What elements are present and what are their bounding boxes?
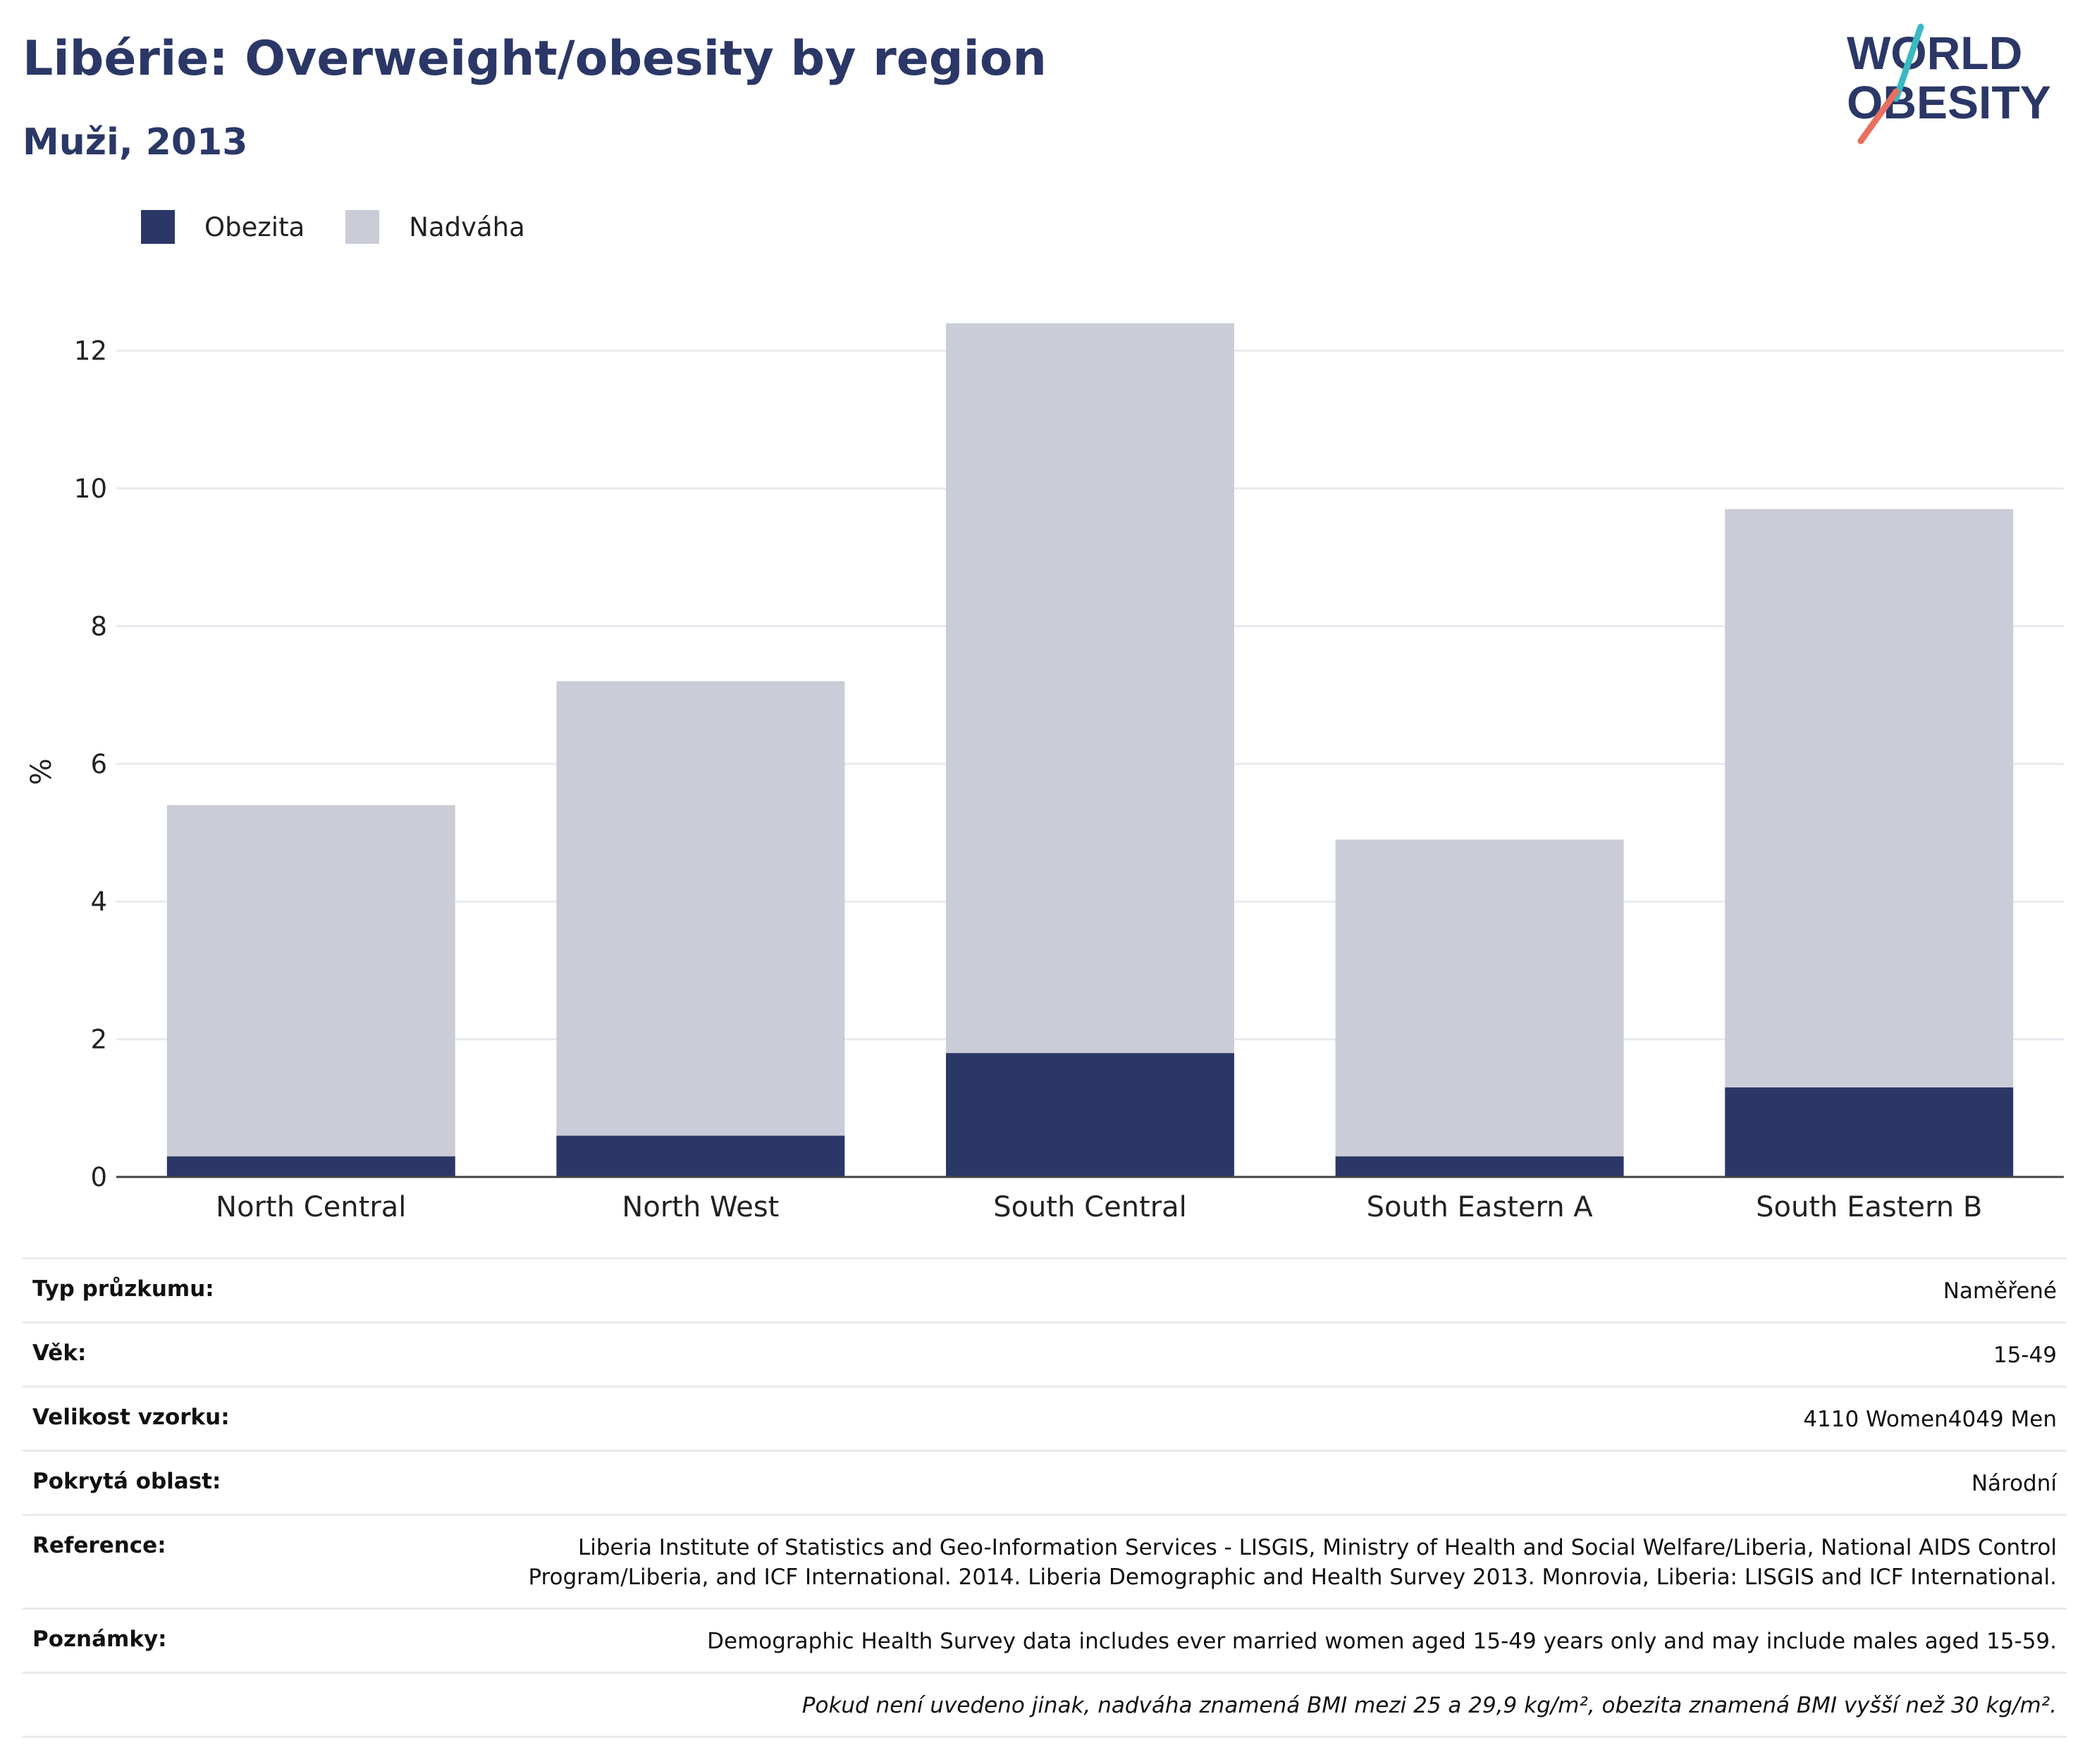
meta-row-footnote: Pokud není uvedeno jinak, nadváha znamen…	[23, 1672, 2067, 1738]
legend-label-overweight: Nadváha	[409, 211, 525, 242]
bar-obesity	[166, 1156, 455, 1177]
meta-key: Poznámky:	[32, 1627, 167, 1652]
meta-key: Velikost vzorku:	[32, 1405, 230, 1430]
legend-item-obesity[interactable]: Obezita	[141, 210, 305, 244]
bar-overweight	[556, 681, 845, 1136]
footnote: Pokud není uvedeno jinak, nadváha znamen…	[801, 1693, 2057, 1718]
legend: Obezita Nadváha	[141, 210, 566, 244]
y-tick-label: 6	[90, 749, 107, 779]
bar-overweight	[166, 805, 455, 1157]
y-tick-label: 0	[90, 1162, 107, 1192]
y-tick-label: 4	[90, 887, 107, 917]
legend-item-overweight[interactable]: Nadváha	[345, 210, 525, 244]
logo-text-world: WORLD	[1847, 27, 2022, 79]
y-tick-label: 10	[74, 474, 107, 504]
bar-obesity	[1335, 1156, 1624, 1177]
meta-value: Naměřené	[1943, 1278, 2057, 1304]
meta-row-coverage: Pokrytá oblast: Národní	[23, 1450, 2067, 1514]
y-axis-label: %	[25, 758, 58, 785]
y-tick-label: 12	[74, 336, 107, 366]
logo-text-obesity: OBESITY	[1847, 76, 2051, 128]
meta-value: Národní	[1971, 1471, 2057, 1496]
meta-row-sample-size: Velikost vzorku: 4110 Women4049 Men	[23, 1386, 2067, 1450]
x-tick-label: South Eastern B	[1756, 1191, 1982, 1223]
meta-row-reference: Reference: Liberia Institute of Statisti…	[23, 1514, 2067, 1608]
meta-row-notes: Poznámky: Demographic Health Survey data…	[23, 1608, 2067, 1672]
meta-value: Liberia Institute of Statistics and Geo-…	[528, 1535, 2057, 1590]
bar-overweight	[1335, 839, 1624, 1157]
bar-overweight	[1725, 509, 2014, 1087]
bar-obesity	[946, 1053, 1234, 1177]
meta-value: 4110 Women4049 Men	[1803, 1407, 2057, 1432]
meta-key: Věk:	[32, 1340, 87, 1366]
chart-title: Libérie: Overweight/obesity by region	[23, 31, 1047, 87]
bar-obesity	[1725, 1087, 2014, 1177]
logo-slash-coral	[1857, 88, 1900, 144]
bar-obesity	[556, 1135, 845, 1177]
chart-subtitle: Muži, 2013	[23, 121, 248, 164]
bar-chart: 0 2 4 6 8 10 12% North Central North West South C…	[25, 323, 2064, 1223]
world-obesity-logo: WORLD OBESITY	[1847, 23, 2051, 144]
meta-key: Typ průzkumu:	[32, 1276, 214, 1302]
x-tick-label: North Central	[216, 1191, 406, 1223]
meta-key: Pokrytá oblast:	[32, 1469, 221, 1494]
survey-details-table: Typ průzkumu: Naměřené Věk: 15-49 Veliko…	[23, 1257, 2067, 1738]
bar-overweight	[946, 323, 1234, 1054]
meta-row-age: Věk: 15-49	[23, 1321, 2067, 1386]
meta-row-survey-type: Typ průzkumu: Naměřené	[23, 1257, 2067, 1321]
legend-swatch-overweight	[345, 210, 380, 244]
legend-label-obesity: Obezita	[204, 211, 305, 242]
meta-key: Reference:	[32, 1533, 166, 1558]
y-tick-label: 8	[90, 611, 107, 641]
x-tick-label: South Eastern A	[1367, 1191, 1594, 1223]
logo-slash-teal	[1893, 23, 1924, 102]
legend-swatch-obesity	[141, 210, 175, 244]
x-tick-label: South Central	[993, 1191, 1187, 1223]
x-tick-label: North West	[622, 1191, 779, 1223]
meta-value: Demographic Health Survey data includes …	[707, 1629, 2057, 1654]
y-tick-label: 2	[90, 1025, 107, 1055]
meta-value: 15-49	[1993, 1343, 2057, 1368]
